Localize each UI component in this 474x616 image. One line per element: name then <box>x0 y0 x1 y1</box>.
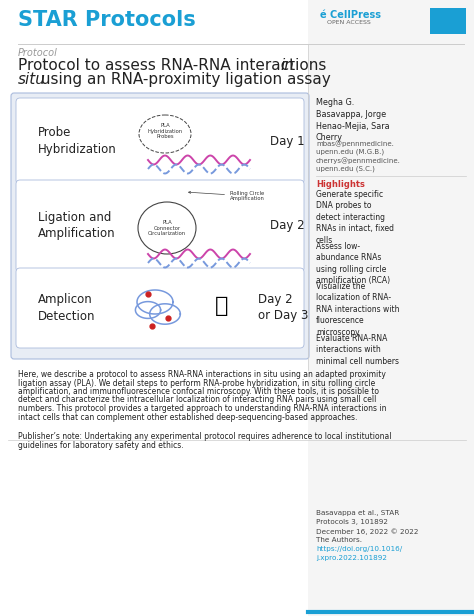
Text: é CellPress: é CellPress <box>320 10 381 20</box>
FancyBboxPatch shape <box>16 98 304 184</box>
Text: Here, we describe a protocol to assess RNA-RNA interactions in situ using an ada: Here, we describe a protocol to assess R… <box>18 370 386 379</box>
Text: in: in <box>280 58 294 73</box>
Text: https://doi.org/10.1016/: https://doi.org/10.1016/ <box>316 546 402 552</box>
Text: OPEN ACCESS: OPEN ACCESS <box>327 20 371 25</box>
Text: Assess low-
abundance RNAs
using rolling circle
amplification (RCA): Assess low- abundance RNAs using rolling… <box>316 242 390 285</box>
Text: amplification, and immunofluorescence confocal microscopy. With these tools, it : amplification, and immunofluorescence co… <box>18 387 379 396</box>
Bar <box>308 0 474 616</box>
Text: ligation assay (PLA). We detail steps to perform RNA-probe hybridization, in sit: ligation assay (PLA). We detail steps to… <box>18 378 375 387</box>
Text: using an RNA-proximity ligation assay: using an RNA-proximity ligation assay <box>36 72 331 87</box>
Text: STAR Protocols: STAR Protocols <box>18 10 196 30</box>
Text: Protocol to assess RNA-RNA interactions: Protocol to assess RNA-RNA interactions <box>18 58 331 73</box>
Text: intact cells that can complement other established deep-sequencing-based approac: intact cells that can complement other e… <box>18 413 357 421</box>
Text: j.xpro.2022.101892: j.xpro.2022.101892 <box>316 555 387 561</box>
Text: Ligation and
Amplification: Ligation and Amplification <box>38 211 116 240</box>
Text: PLA
Connector
Circularization: PLA Connector Circularization <box>148 220 186 237</box>
Text: Highlights: Highlights <box>316 180 365 189</box>
Text: Publisher’s note: Undertaking any experimental protocol requires adherence to lo: Publisher’s note: Undertaking any experi… <box>18 432 392 441</box>
Text: Evaluate RNA-RNA
interactions with
minimal cell numbers: Evaluate RNA-RNA interactions with minim… <box>316 334 399 366</box>
Text: Basavappa et al., STAR: Basavappa et al., STAR <box>316 510 399 516</box>
Text: detect and characterize the intracellular localization of interacting RNA pairs : detect and characterize the intracellula… <box>18 395 376 405</box>
Text: Amplicon
Detection: Amplicon Detection <box>38 293 95 323</box>
Text: Protocols 3, 101892: Protocols 3, 101892 <box>316 519 388 525</box>
FancyBboxPatch shape <box>11 93 309 359</box>
Text: 🔬: 🔬 <box>215 296 228 316</box>
Text: PLA
Hybridization
Probes: PLA Hybridization Probes <box>147 123 182 139</box>
Text: Probe
Hybridization: Probe Hybridization <box>38 126 117 155</box>
Bar <box>430 8 466 34</box>
FancyBboxPatch shape <box>16 180 304 272</box>
Text: guidelines for laboratory safety and ethics.: guidelines for laboratory safety and eth… <box>18 440 183 450</box>
Text: situ: situ <box>18 72 46 87</box>
Text: Generate specific
DNA probes to
detect interacting
RNAs in intact, fixed
cells: Generate specific DNA probes to detect i… <box>316 190 394 245</box>
Text: Protocol: Protocol <box>18 48 58 58</box>
Text: Rolling Circle
Amplification: Rolling Circle Amplification <box>189 190 265 201</box>
Text: numbers. This protocol provides a targeted approach to understanding RNA-RNA int: numbers. This protocol provides a target… <box>18 404 386 413</box>
Text: December 16, 2022 © 2022: December 16, 2022 © 2022 <box>316 528 419 535</box>
Text: Visualize the
localization of RNA-
RNA interactions with
fluorescence
microscopy: Visualize the localization of RNA- RNA i… <box>316 282 400 337</box>
FancyBboxPatch shape <box>16 268 304 348</box>
Text: Megha G.
Basavappa, Jorge
Henao-Mejia, Sara
Cherry: Megha G. Basavappa, Jorge Henao-Mejia, S… <box>316 98 390 142</box>
Text: Day 2: Day 2 <box>270 219 305 232</box>
Text: mbas@pennmedicine.
upenn.edu (M.G.B.)
cherrys@pennmedicine.
upenn.edu (S.C.): mbas@pennmedicine. upenn.edu (M.G.B.) ch… <box>316 140 401 172</box>
Text: The Authors.: The Authors. <box>316 537 362 543</box>
Text: Day 2
or Day 3: Day 2 or Day 3 <box>258 293 309 323</box>
Text: Day 1: Day 1 <box>270 134 305 147</box>
